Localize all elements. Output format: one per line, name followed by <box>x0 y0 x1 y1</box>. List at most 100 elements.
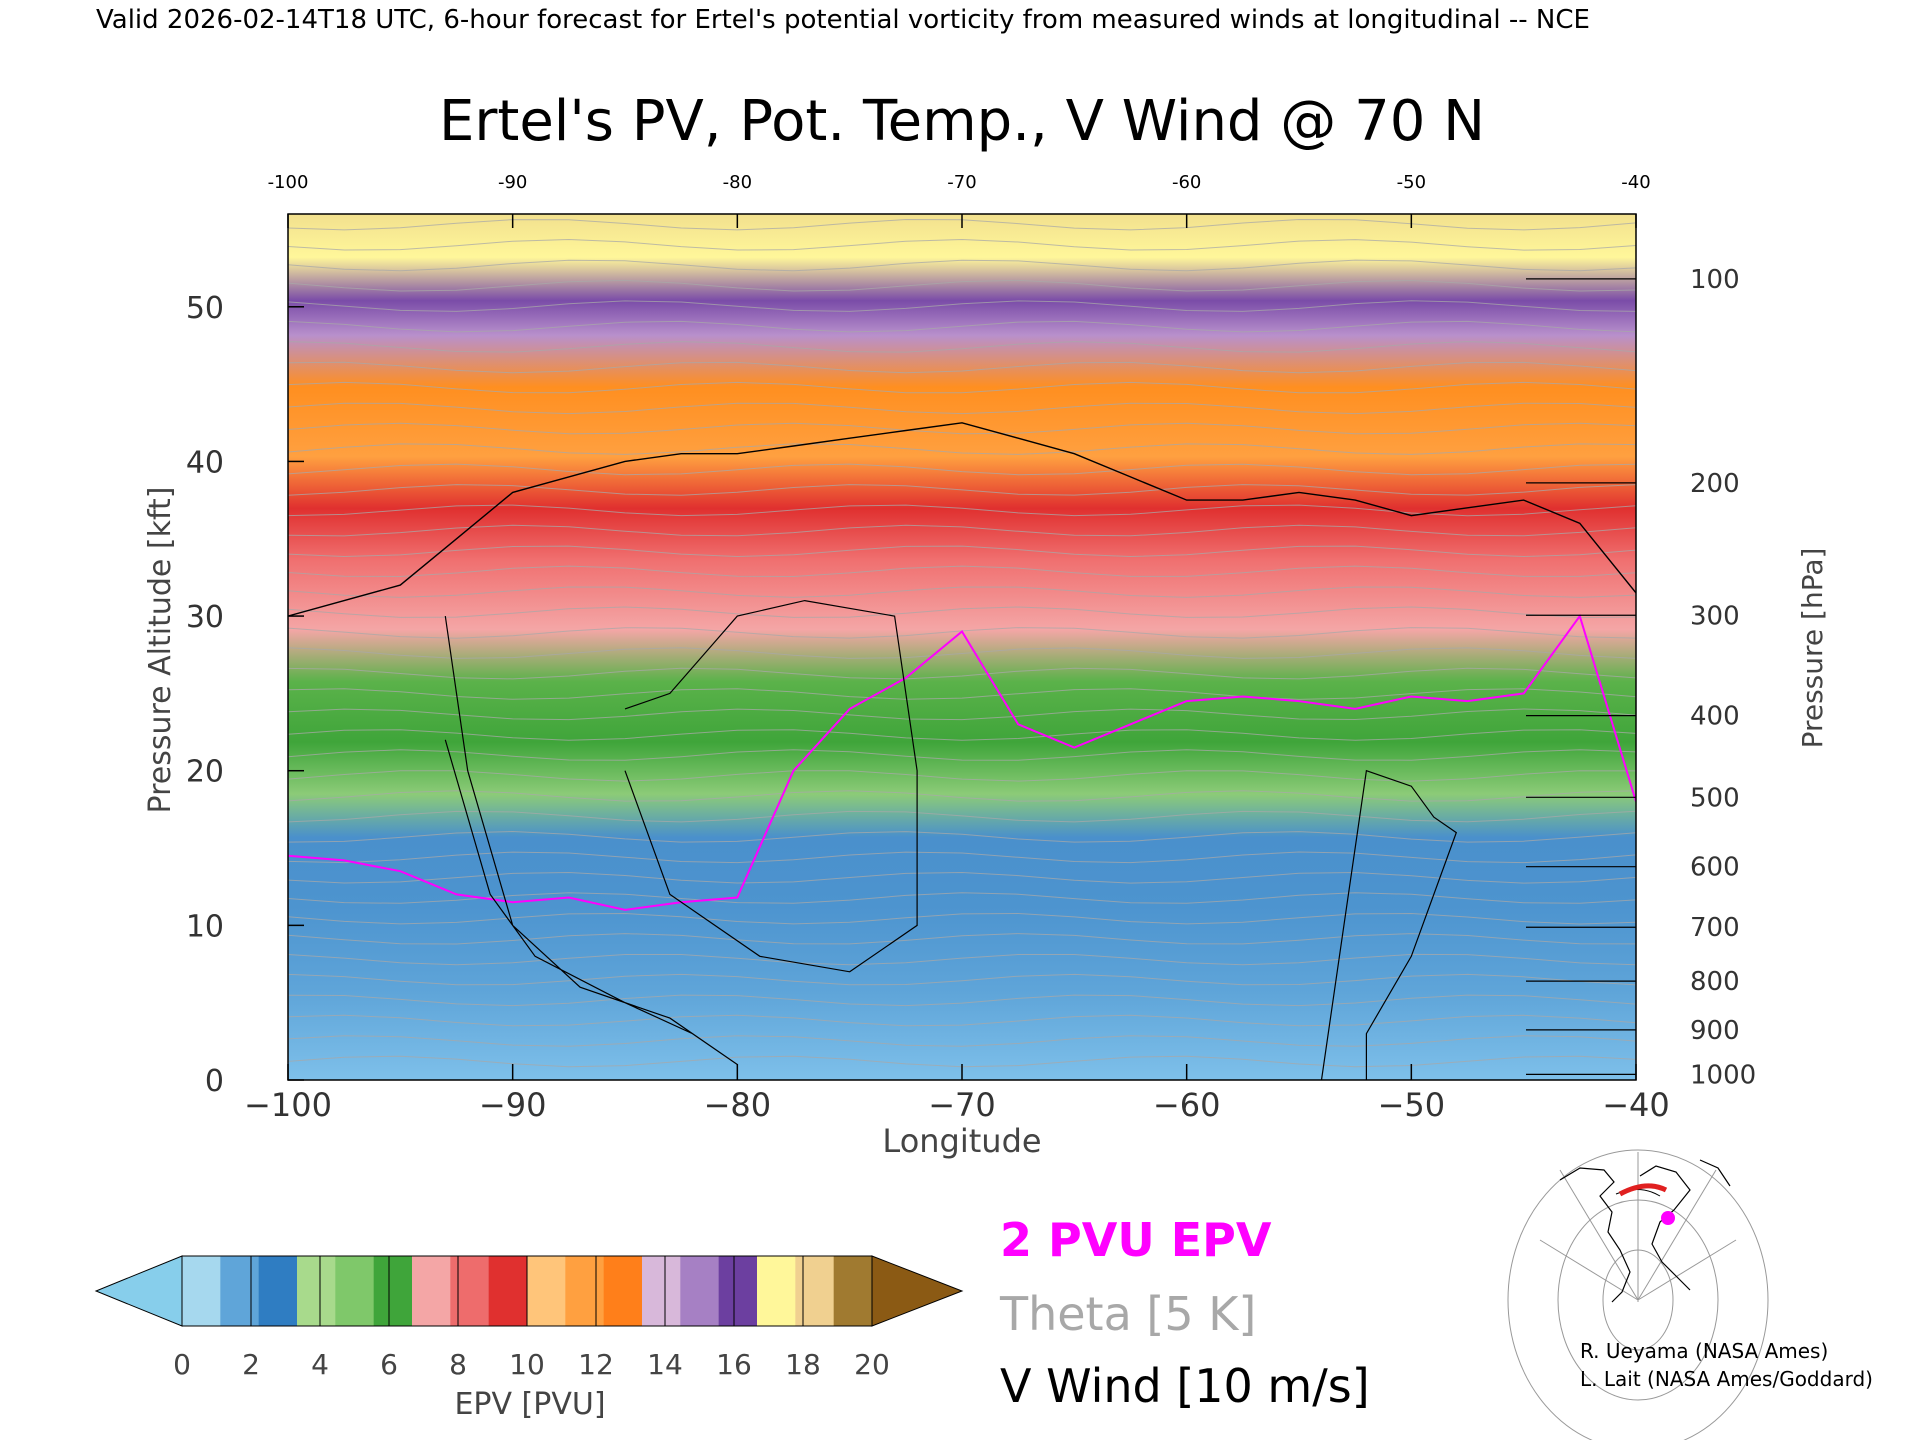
theta-contour <box>288 973 1636 986</box>
x-top-tick-label: -50 <box>1397 172 1426 193</box>
y-axis-left-ticks: 0 10 20 30 40 50 <box>186 291 304 1099</box>
x-axis-label: Longitude <box>882 1122 1041 1160</box>
y-tick-label: 10 <box>186 909 224 944</box>
legend-wind: V Wind [10 m/s] <box>1000 1359 1370 1413</box>
colorbar-tick-label: 0 <box>173 1348 191 1381</box>
x-axis-ticks: −100 −90 −80 −70 −60 −50 −40 <box>244 1064 1670 1124</box>
pressure-tick-label: 400 <box>1690 702 1740 732</box>
legend-pv: 2 PVU EPV <box>1000 1213 1272 1267</box>
colorbar-segment <box>565 1256 605 1326</box>
plot-area <box>287 213 1637 1081</box>
colorbar-segment <box>718 1256 758 1326</box>
wind-contour <box>624 599 918 973</box>
y-axis-right-label: Pressure [hPa] <box>1796 548 1829 749</box>
theta-contour <box>288 871 1636 884</box>
colorbar-segment <box>412 1256 451 1326</box>
theta-contour <box>288 994 1636 1007</box>
theta-contour <box>288 749 1636 761</box>
x-top-tick-label: -70 <box>947 172 976 193</box>
theta-contour <box>288 361 1636 374</box>
colorbar-segment <box>297 1256 336 1326</box>
legend: 2 PVU EPV Theta [5 K] V Wind [10 m/s] <box>999 1213 1370 1413</box>
chart-title: Ertel's PV, Pot. Temp., V Wind @ 70 N <box>439 89 1485 154</box>
pressure-tick-label: 1000 <box>1690 1060 1756 1090</box>
x-tick-label: −100 <box>244 1086 332 1124</box>
theta-contour <box>288 1014 1636 1027</box>
pressure-tick-label: 500 <box>1690 783 1740 813</box>
x-axis-top-ticks: -100 -90 -80 -70 -60 -50 -40 <box>268 172 1651 228</box>
x-tick-label: −90 <box>479 1086 547 1124</box>
colorbar-label: EPV [PVU] <box>454 1387 605 1422</box>
colorbar-segment <box>795 1256 835 1326</box>
colorbar-tick-label: 10 <box>509 1348 545 1381</box>
colorbar-tick-label: 12 <box>578 1348 614 1381</box>
theta-contour <box>288 402 1636 415</box>
theta-contour <box>288 790 1636 802</box>
theta-contour <box>288 238 1636 251</box>
theta-contour <box>288 504 1636 517</box>
credit-line-1: R. Ueyama (NASA Ames) <box>1580 1339 1828 1363</box>
colorbar-segment <box>757 1256 796 1326</box>
x-tick-label: −40 <box>1602 1086 1670 1124</box>
x-top-tick-label: -100 <box>268 172 309 193</box>
theta-contour <box>288 688 1636 700</box>
location-map <box>1507 1149 1769 1440</box>
pressure-tick-label: 100 <box>1690 265 1740 295</box>
colorbar-segment <box>450 1256 490 1326</box>
colorbar-over-arrow <box>871 1255 964 1327</box>
pv-field <box>288 214 1636 1080</box>
theta-contour <box>288 647 1636 659</box>
y-tick-label: 30 <box>186 600 224 635</box>
x-top-tick-label: -90 <box>498 172 527 193</box>
pressure-tick-label: 600 <box>1690 853 1740 883</box>
colorbar-segment <box>680 1256 720 1326</box>
x-tick-label: −80 <box>704 1086 772 1124</box>
theta-contour <box>288 341 1636 353</box>
x-top-tick-label: -60 <box>1172 172 1201 193</box>
y-tick-label: 0 <box>205 1064 224 1099</box>
theta-contour <box>288 545 1636 558</box>
theta-contour <box>288 606 1636 619</box>
colorbar-tick-label: 16 <box>716 1348 752 1381</box>
x-tick-label: −70 <box>928 1086 996 1124</box>
colorbar-segment <box>833 1256 873 1326</box>
legend-theta: Theta [5 K] <box>999 1287 1256 1341</box>
theta-contour <box>288 279 1636 292</box>
pressure-tick-label: 900 <box>1690 1016 1740 1046</box>
colorbar-segment <box>488 1256 528 1326</box>
theta-contour <box>288 463 1636 476</box>
theta-contour <box>288 729 1636 741</box>
theta-contour <box>288 830 1636 843</box>
theta-contour <box>288 770 1636 782</box>
colorbar-segment <box>220 1256 260 1326</box>
theta-contour <box>288 259 1636 272</box>
theta-contour <box>288 443 1636 455</box>
colorbar-tick-label: 18 <box>785 1348 821 1381</box>
colorbar-segment <box>527 1256 566 1326</box>
colorbar-tick-label: 4 <box>311 1348 329 1381</box>
pressure-tick-label: 200 <box>1690 469 1740 499</box>
y-axis-left-label: Pressure Altitude [kft] <box>143 487 178 814</box>
y-axis-right-ticks: 100 200 300 400 500 600 700 800 900 1000 <box>1526 265 1756 1090</box>
theta-contour <box>288 667 1636 680</box>
theta-contours <box>288 218 1636 1068</box>
colorbar-tick-label: 20 <box>854 1348 890 1381</box>
y-tick-label: 40 <box>186 445 224 480</box>
theta-contour <box>288 933 1636 945</box>
theta-contour <box>288 953 1636 966</box>
theta-contour <box>288 892 1636 904</box>
pressure-tick-label: 800 <box>1690 967 1740 997</box>
pv-2pvu-contour <box>288 613 1636 911</box>
theta-contour <box>288 381 1636 394</box>
theta-contour <box>288 300 1636 312</box>
colorbar-tick-label: 14 <box>647 1348 683 1381</box>
pressure-tick-label: 300 <box>1690 601 1740 631</box>
colorbar-segment <box>182 1256 221 1326</box>
pressure-tick-label: 700 <box>1690 913 1740 943</box>
theta-contour <box>288 1035 1636 1047</box>
theta-contour <box>288 586 1636 598</box>
theta-contour <box>288 320 1636 333</box>
pv-2pvu-line <box>288 613 1636 911</box>
theta-contour <box>288 912 1636 925</box>
